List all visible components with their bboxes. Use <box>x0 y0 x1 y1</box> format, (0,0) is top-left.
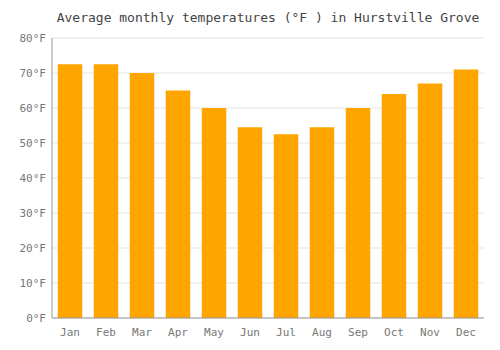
y-tick-label: 30°F <box>20 207 47 220</box>
x-tick-label: Nov <box>420 326 440 339</box>
bar <box>418 84 442 319</box>
bar <box>346 108 370 318</box>
x-tick-label: Jul <box>276 326 296 339</box>
bar <box>238 127 262 318</box>
bar <box>202 108 226 318</box>
x-tick-label: Feb <box>96 326 116 339</box>
chart-container: Average monthly temperatures (°F ) in Hu… <box>0 0 500 350</box>
grid-line <box>52 318 484 319</box>
bar <box>94 64 118 318</box>
grid-line <box>52 38 484 39</box>
x-tick-label: Aug <box>312 326 332 339</box>
x-tick-label: Apr <box>168 326 188 339</box>
bar <box>454 70 478 319</box>
x-tick-label: Jun <box>240 326 260 339</box>
y-axis <box>52 38 53 318</box>
y-tick-label: 40°F <box>20 172 47 185</box>
y-tick-label: 20°F <box>20 242 47 255</box>
x-tick-label: Jan <box>60 326 80 339</box>
y-tick-label: 50°F <box>20 137 47 150</box>
x-tick-label: Oct <box>384 326 404 339</box>
bar <box>58 64 82 318</box>
bar <box>310 127 334 318</box>
x-tick-label: Sep <box>348 326 368 339</box>
grid <box>52 38 484 318</box>
y-tick-label: 70°F <box>20 67 47 80</box>
x-axis <box>52 318 484 319</box>
bar <box>274 134 298 318</box>
title: Average monthly temperatures (°F ) in Hu… <box>57 10 480 25</box>
bar <box>382 94 406 318</box>
y-tick-label: 80°F <box>20 32 47 45</box>
bar <box>130 73 154 318</box>
y-tick-label: 60°F <box>20 102 47 115</box>
y-tick-label: 10°F <box>20 277 47 290</box>
bars <box>58 64 478 318</box>
y-tick-label: 0°F <box>26 312 46 325</box>
x-tick-label: Dec <box>456 326 476 339</box>
x-tick-label: May <box>204 326 224 339</box>
bar <box>166 91 190 319</box>
x-tick-label: Mar <box>132 326 152 339</box>
chart: Average monthly temperatures (°F ) in Hu… <box>0 0 500 350</box>
